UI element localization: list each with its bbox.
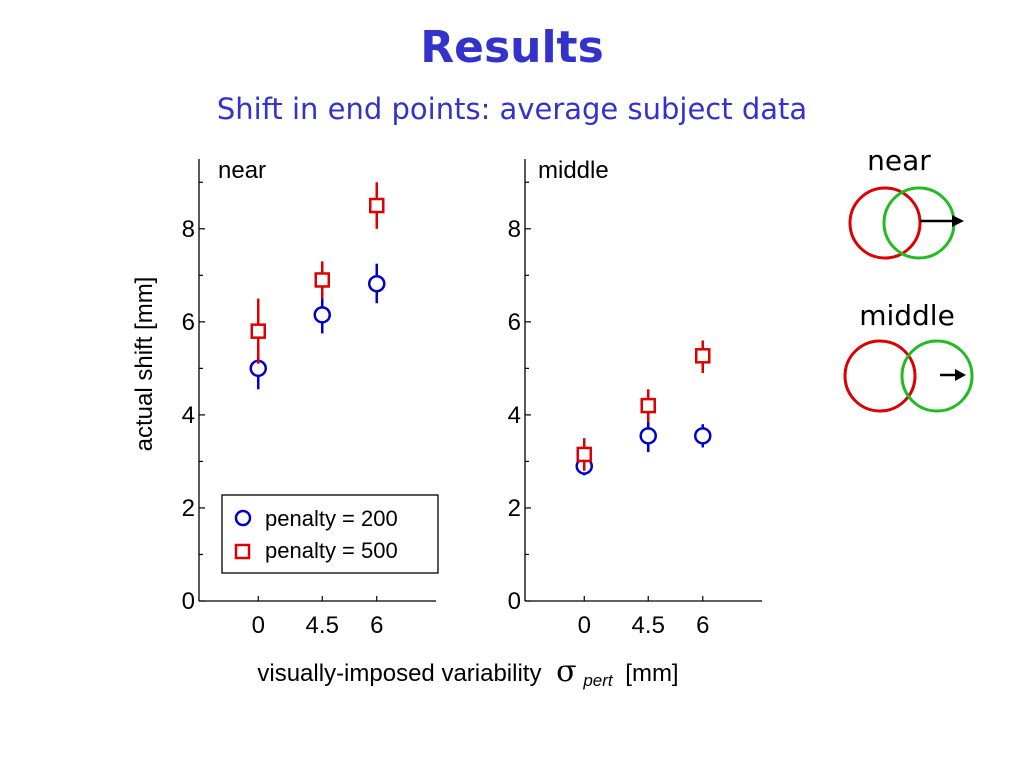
legend-box xyxy=(221,494,439,574)
slide-title: Results xyxy=(420,22,604,73)
x-axis-label: visually-imposed variability σ pert [mm] xyxy=(257,654,678,692)
x-axis-label-main: visually-imposed variability xyxy=(257,660,541,687)
panel-label-near: near xyxy=(218,157,266,184)
y-tick-label: 0 xyxy=(508,588,521,615)
legend-marker-circle xyxy=(234,509,252,527)
y-axis-label: actual shift [mm] xyxy=(131,277,158,452)
data-point-square xyxy=(640,397,656,414)
legend-marker-square xyxy=(234,543,251,560)
y-tick-label: 8 xyxy=(508,216,521,243)
chart-panels: 0 2 4 6 8 0 4.5 6 near 0 2 4 6 8 0 4.5 6 middle xyxy=(182,157,762,639)
near-red-circle xyxy=(848,186,922,260)
data-point-square xyxy=(250,323,266,339)
data-point-square xyxy=(576,446,592,463)
x-tick-label: 6 xyxy=(696,612,709,639)
x-tick-label: 0 xyxy=(252,612,265,639)
data-point-square xyxy=(369,197,385,214)
y-tick-label: 0 xyxy=(182,588,195,615)
slide-subtitle: Shift in end points: average subject dat… xyxy=(216,92,808,126)
y-tick-label: 2 xyxy=(182,495,195,522)
x-tick-label: 4.5 xyxy=(632,612,665,639)
data-point-circle xyxy=(313,306,331,324)
x-axis-label-sigma: σ xyxy=(556,654,576,689)
y-tick-label: 8 xyxy=(182,216,195,243)
chart-legend: penalty = 200 penalty = 500 xyxy=(221,494,439,574)
near-diagram-label: near xyxy=(867,144,931,177)
near-diagram: near xyxy=(848,144,964,260)
data-point-circle xyxy=(694,427,712,445)
middle-red-circle xyxy=(843,339,917,413)
x-tick-label: 6 xyxy=(370,612,383,639)
data-point-square xyxy=(695,348,711,364)
panel-label-middle: middle xyxy=(538,157,609,184)
middle-green-circle xyxy=(900,339,974,413)
data-point-circle xyxy=(368,274,386,293)
legend-label-penalty-500: penalty = 500 xyxy=(265,538,398,563)
middle-diagram-label: middle xyxy=(859,299,955,332)
data-point-square xyxy=(314,272,330,288)
y-tick-label: 4 xyxy=(182,402,195,429)
y-tick-label: 6 xyxy=(508,309,521,336)
middle-arrow-head-icon xyxy=(955,369,966,381)
x-tick-label: 0 xyxy=(578,612,591,639)
legend-label-penalty-200: penalty = 200 xyxy=(265,506,398,531)
middle-diagram: middle xyxy=(843,299,974,413)
near-arrow-head-icon xyxy=(952,215,964,227)
y-tick-label: 6 xyxy=(182,309,195,336)
x-tick-label: 4.5 xyxy=(306,612,339,639)
y-tick-label: 2 xyxy=(508,495,521,522)
y-tick-label: 4 xyxy=(508,402,521,429)
data-point-circle xyxy=(639,427,657,445)
x-axis-label-unit: [mm] xyxy=(625,660,678,687)
x-axis-label-sub: pert xyxy=(582,671,614,690)
